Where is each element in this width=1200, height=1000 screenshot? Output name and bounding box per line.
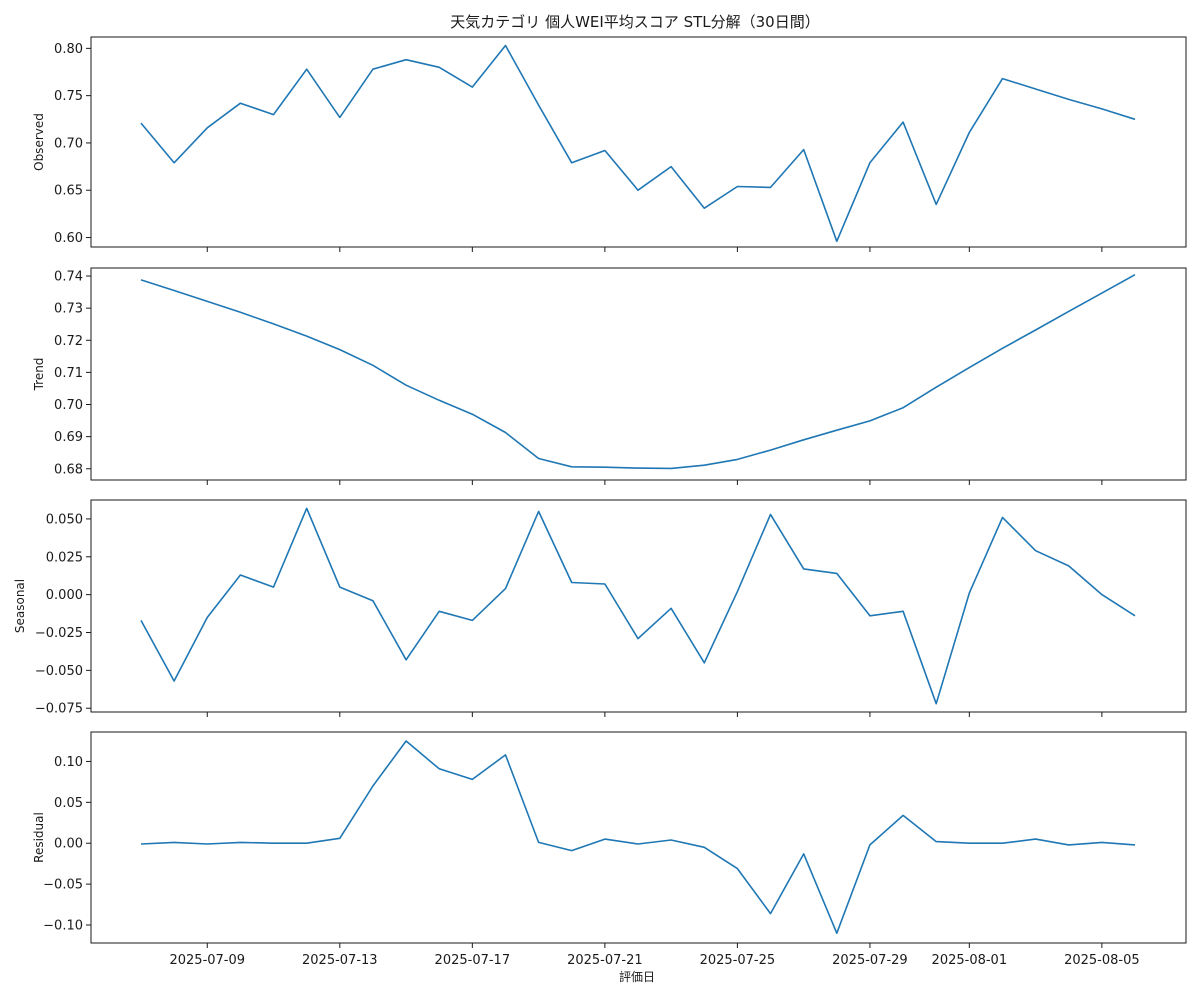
panel-frame <box>90 731 1187 944</box>
y-tick-label: 0.00 <box>54 837 83 852</box>
x-tick-label: 2025-07-21 <box>567 953 643 968</box>
y-tick-label: 0.70 <box>54 136 83 151</box>
y-tick-label: 0.75 <box>54 89 83 104</box>
x-axis-label: 評価日 <box>619 969 655 984</box>
panel-residual: −0.10 −0.05 0.00 0.05 0.10 2025-07-09 2025-07-… <box>32 731 1187 968</box>
y-tick-label: 0.65 <box>54 184 83 199</box>
x-tick-label: 2025-07-29 <box>832 953 908 968</box>
y-axis-label: Seasonal <box>13 579 27 633</box>
panel-frame <box>90 36 1187 248</box>
y-tick-label: −0.075 <box>35 702 83 717</box>
y-tick-label: 0.74 <box>54 270 83 285</box>
y-tick-label: −0.10 <box>43 919 83 934</box>
y-tick-label: 0.70 <box>54 398 83 413</box>
x-tick-label: 2025-08-01 <box>932 953 1008 968</box>
y-tick-label: 0.80 <box>54 42 83 57</box>
y-tick-label: −0.025 <box>35 626 83 641</box>
series-line-seasonal <box>140 507 1136 705</box>
y-axis-label: Residual <box>32 812 46 863</box>
y-tick-label: 0.69 <box>54 430 83 445</box>
panel-trend: 0.68 0.69 0.70 0.71 0.72 0.73 0.74 Trend <box>32 267 1187 485</box>
x-tick-label: 2025-07-13 <box>302 953 378 968</box>
series-line-trend <box>140 274 1136 470</box>
y-tick-label: 0.050 <box>46 512 83 527</box>
y-tick-label: 0.10 <box>54 755 83 770</box>
y-tick-label: 0.60 <box>54 231 83 246</box>
panels-layer: 0.60 0.65 0.70 0.75 0.80 Observed 0.68 0.69 0.70… <box>13 36 1187 968</box>
series-line-observed <box>140 44 1136 243</box>
x-tick-label: 2025-07-25 <box>700 953 776 968</box>
chart-title: 天気カテゴリ 個人WEI平均スコア STL分解（30日間） <box>450 13 819 31</box>
y-tick-label: −0.050 <box>35 664 83 679</box>
panel-frame <box>90 267 1187 481</box>
y-tick-label: 0.73 <box>54 302 83 317</box>
x-tick-label: 2025-07-09 <box>169 953 245 968</box>
y-tick-label: 0.000 <box>46 588 83 603</box>
y-tick-label: −0.05 <box>43 878 83 893</box>
panel-seasonal: −0.075 −0.050 −0.025 0.000 0.025 0.050 Seasona… <box>13 499 1187 717</box>
series-line-residual <box>140 740 1136 934</box>
x-tick-label: 2025-08-05 <box>1064 953 1140 968</box>
y-axis-label: Observed <box>32 113 46 171</box>
y-tick-label: 0.68 <box>54 462 83 477</box>
y-tick-label: 0.025 <box>46 550 83 565</box>
panel-observed: 0.60 0.65 0.70 0.75 0.80 Observed <box>32 36 1187 252</box>
y-tick-label: 0.05 <box>54 796 83 811</box>
panel-frame <box>90 499 1187 713</box>
x-tick-label: 2025-07-17 <box>435 953 511 968</box>
y-tick-label: 0.72 <box>54 334 83 349</box>
y-axis-label: Trend <box>32 358 46 392</box>
y-tick-label: 0.71 <box>54 366 83 381</box>
